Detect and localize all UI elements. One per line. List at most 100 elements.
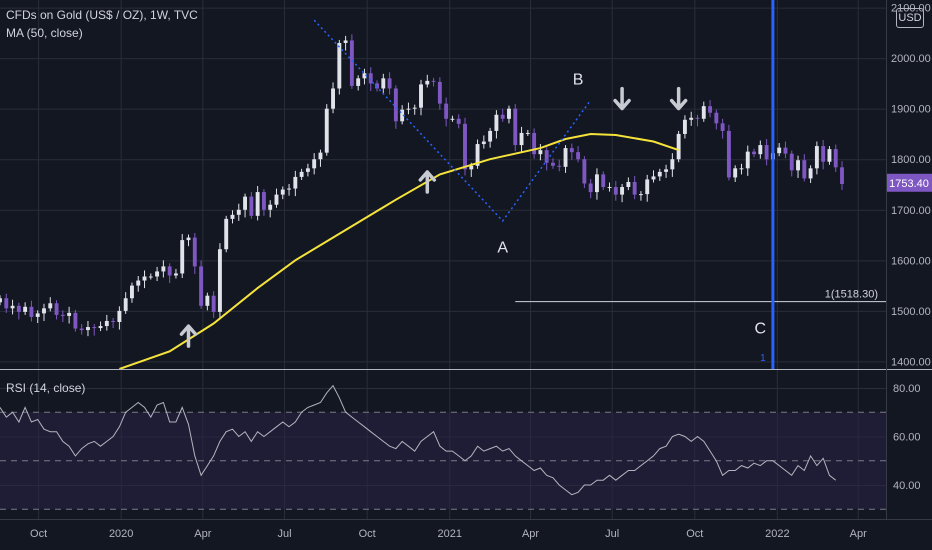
candle <box>689 117 694 120</box>
candle <box>29 306 34 317</box>
candles <box>0 34 844 337</box>
candle <box>708 106 713 113</box>
arrow-down-icon-head <box>613 98 631 111</box>
candle <box>827 149 832 162</box>
y-tick-label: 2000.00 <box>891 53 931 65</box>
candle <box>532 132 537 155</box>
candle <box>714 112 719 124</box>
candle <box>783 147 788 154</box>
candle <box>305 168 310 172</box>
arrow-up-icon <box>418 170 437 194</box>
candle <box>450 118 455 120</box>
rsi-layer <box>0 384 837 496</box>
candle <box>67 312 72 316</box>
candle <box>368 73 373 84</box>
candle <box>205 295 210 306</box>
candle <box>582 159 587 184</box>
x-tick-label: Apr <box>194 528 211 540</box>
ma-legend[interactable]: MA (50, close) <box>6 26 83 40</box>
candle <box>0 298 2 303</box>
y-tick-label: 1800.00 <box>891 154 931 166</box>
candle <box>123 298 128 311</box>
candle <box>261 192 266 210</box>
currency-badge[interactable]: USD <box>896 8 924 28</box>
candle <box>726 130 731 178</box>
candle <box>130 285 134 299</box>
candle <box>525 132 530 134</box>
candle <box>764 145 769 160</box>
candle <box>569 148 574 153</box>
candle <box>86 327 90 331</box>
candle <box>173 273 178 276</box>
candle <box>48 303 53 309</box>
last-price-badge <box>887 173 932 192</box>
rsi-line <box>0 384 837 496</box>
x-tick-label: 2020 <box>109 528 133 540</box>
candle <box>620 187 625 195</box>
y-tick-label: 1900.00 <box>891 104 931 116</box>
candle <box>4 298 9 309</box>
rsi-y-tick-label: 60.00 <box>893 432 921 444</box>
candle <box>73 312 78 329</box>
x-tick-label: Oct <box>686 528 703 540</box>
wave-label: C <box>755 321 767 338</box>
candle <box>821 146 826 162</box>
ma-layer <box>119 132 679 370</box>
x-tick-label: Oct <box>30 528 47 540</box>
candle <box>576 152 581 160</box>
arrow-up-icon-head <box>179 324 198 336</box>
rsi-legend[interactable]: RSI (14, close) <box>6 381 86 395</box>
candle <box>104 320 109 327</box>
candle <box>343 40 348 43</box>
candle <box>538 150 543 155</box>
candle <box>324 108 329 153</box>
candle <box>400 109 405 122</box>
candle <box>10 305 15 309</box>
candle <box>312 159 317 169</box>
candle <box>255 192 260 216</box>
ma-line <box>119 132 679 370</box>
wave-path <box>313 19 592 223</box>
candle <box>117 310 122 322</box>
rsi-band <box>0 411 886 510</box>
candle <box>613 187 618 195</box>
last-price-label: 1753.40 <box>889 178 929 190</box>
candle <box>507 108 511 119</box>
candle <box>626 181 631 188</box>
x-tick-label: Apr <box>522 528 539 540</box>
candle <box>557 165 562 167</box>
candle <box>92 327 97 329</box>
candle <box>695 117 700 119</box>
candle <box>331 88 335 109</box>
symbol-title[interactable]: CFDs on Gold (US$ / OZ), 1W, TVC <box>6 8 198 22</box>
candle <box>739 168 744 170</box>
candle <box>192 237 197 267</box>
candle <box>217 249 222 312</box>
candle <box>23 306 28 312</box>
candle <box>802 160 807 179</box>
candle <box>676 133 681 160</box>
candle <box>425 80 430 85</box>
x-tick-label: 2022 <box>765 528 789 540</box>
candle <box>199 266 204 306</box>
x-tick-label: Apr <box>850 528 867 540</box>
y-tick-label: 1500.00 <box>891 306 931 318</box>
candle <box>444 103 449 119</box>
candle <box>299 171 304 177</box>
candle <box>287 188 291 190</box>
candle <box>607 187 612 189</box>
candle <box>551 162 555 166</box>
candle <box>381 78 386 89</box>
candle <box>280 189 285 195</box>
candle <box>375 83 379 89</box>
candle <box>500 114 505 119</box>
candle <box>601 174 606 188</box>
candle <box>789 153 794 171</box>
candle <box>475 144 480 166</box>
annotations: 1(1518.30) 1 A B C <box>179 0 886 369</box>
candle <box>701 106 706 119</box>
candle <box>79 328 84 331</box>
candle <box>412 107 417 109</box>
